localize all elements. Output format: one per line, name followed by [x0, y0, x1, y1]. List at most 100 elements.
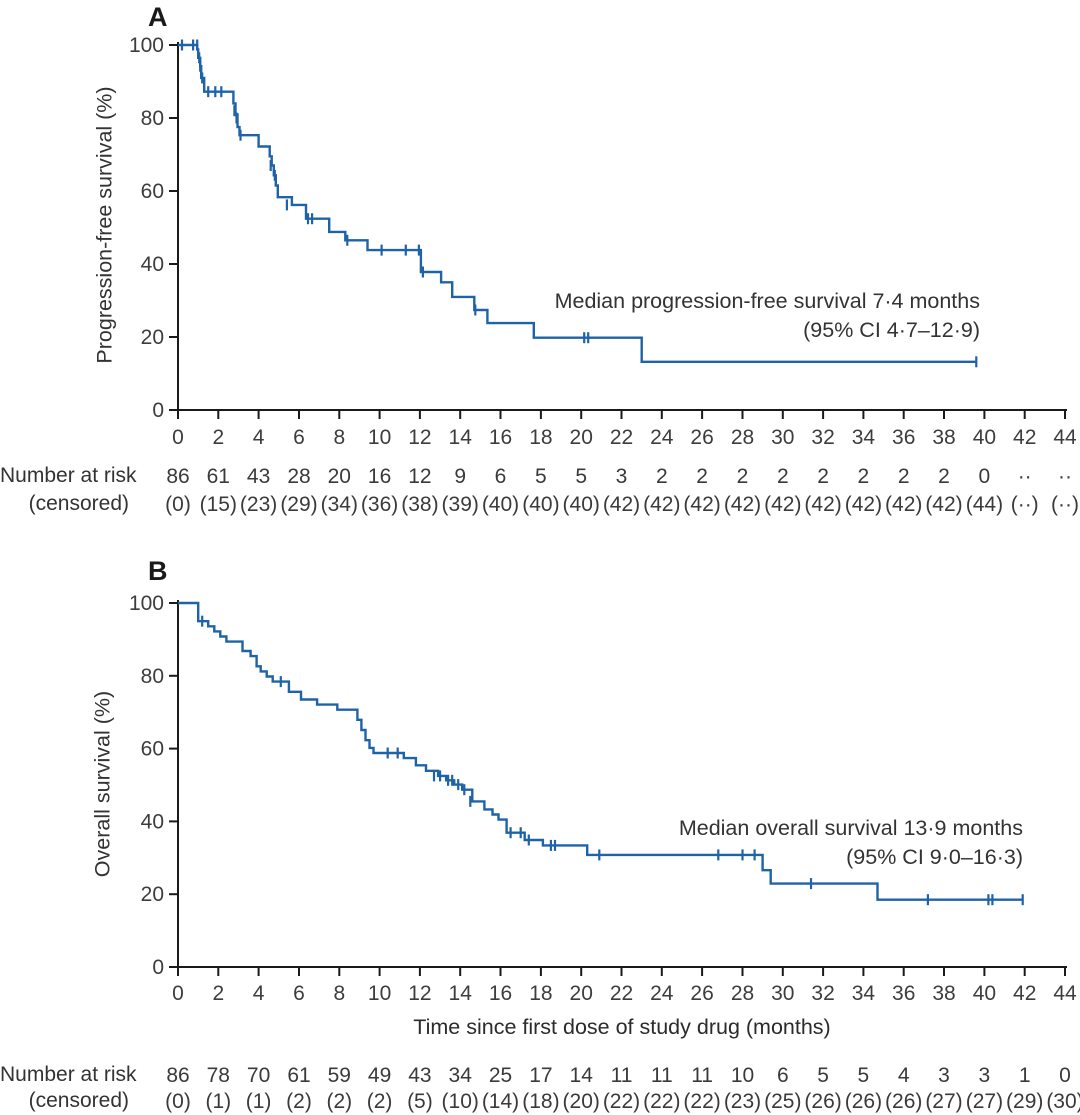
x-tick-label: 44	[1053, 426, 1077, 449]
x-tick-label: 30	[771, 426, 794, 449]
panel-b-median-line2: (95% CI 9·0–16·3)	[846, 845, 1023, 869]
y-tick-label: 60	[141, 738, 164, 761]
number-at-risk-value: 9	[454, 465, 466, 488]
number-at-risk-value: 6	[777, 1064, 789, 1087]
number-at-risk-value: 2	[938, 465, 950, 488]
number-at-risk-value: 43	[408, 1064, 431, 1087]
x-tick-label: 4	[253, 426, 265, 449]
number-at-risk-value: 0	[1059, 1064, 1071, 1087]
censored-value: (0)	[165, 1090, 191, 1113]
x-tick-label: 32	[811, 982, 834, 1005]
y-tick-label: 100	[129, 34, 164, 57]
censored-value: (40)	[482, 493, 519, 516]
censored-value: (2)	[286, 1090, 312, 1113]
number-at-risk-value: 14	[570, 1064, 594, 1087]
number-at-risk-value: 3	[938, 1064, 950, 1087]
number-at-risk-value: 10	[731, 1064, 754, 1087]
censored-value: (30)	[1046, 1090, 1080, 1113]
number-at-risk-value: 0	[979, 465, 991, 488]
x-tick-label: 40	[973, 982, 996, 1005]
x-tick-label: 22	[610, 426, 633, 449]
censored-value: (42)	[925, 493, 962, 516]
censored-value: (40)	[522, 493, 559, 516]
panel-a: 086(0)261(15)443(23)628(29)820(34)1016(3…	[129, 34, 1079, 516]
x-tick-label: 42	[1013, 426, 1036, 449]
number-at-risk-value: 28	[287, 465, 310, 488]
censor-marks	[201, 615, 1024, 906]
censored-value: (2)	[367, 1090, 393, 1113]
censored-value: (5)	[407, 1090, 433, 1113]
x-tick-label: 16	[489, 982, 512, 1005]
censored-value: (34)	[321, 493, 358, 516]
censored-value: (29)	[280, 493, 317, 516]
y-tick-label: 80	[141, 665, 164, 688]
x-tick-label: 38	[932, 982, 955, 1005]
panel-a-median-line1: Median progression-free survival 7·4 mon…	[554, 289, 980, 313]
number-at-risk-value: 78	[207, 1064, 230, 1087]
censored-value: (22)	[603, 1090, 640, 1113]
censored-value: (39)	[442, 493, 479, 516]
number-at-risk-value: 12	[408, 465, 431, 488]
x-tick-label: 14	[449, 426, 473, 449]
censored-value: (··)	[1011, 493, 1039, 516]
censored-value: (38)	[401, 493, 438, 516]
number-at-risk-value: 2	[737, 465, 749, 488]
number-at-risk-value: 5	[535, 465, 547, 488]
panel-b: 086(0)278(1)470(1)661(2)859(2)1049(2)124…	[129, 592, 1080, 1113]
number-at-risk-value: 59	[328, 1064, 351, 1087]
censored-value: (42)	[683, 493, 720, 516]
censored-value: (29)	[1006, 1090, 1043, 1113]
number-at-risk-value: 34	[449, 1064, 473, 1087]
panel-b-number-at-risk-label: Number at risk	[0, 1063, 137, 1086]
number-at-risk-value: 43	[247, 465, 270, 488]
x-tick-label: 28	[731, 426, 754, 449]
x-tick-label: 12	[408, 982, 431, 1005]
panel-a-censored-label: (censored)	[28, 492, 129, 515]
x-tick-label: 24	[650, 426, 674, 449]
censored-value: (26)	[885, 1090, 922, 1113]
x-tick-label: 0	[172, 426, 184, 449]
censored-value: (42)	[764, 493, 801, 516]
number-at-risk-value: 2	[656, 465, 668, 488]
x-tick-label: 38	[932, 426, 955, 449]
x-tick-label: 8	[333, 426, 345, 449]
censor-marks	[180, 39, 978, 368]
x-tick-label: 20	[570, 426, 593, 449]
censored-value: (15)	[200, 493, 237, 516]
censored-value: (14)	[482, 1090, 519, 1113]
number-at-risk-value: 2	[858, 465, 870, 488]
number-at-risk-value: ··	[1018, 465, 1032, 488]
censored-value: (22)	[683, 1090, 720, 1113]
y-tick-label: 40	[141, 810, 164, 833]
x-tick-label: 2	[212, 982, 224, 1005]
panel-a-y-axis-label: Progression-free survival (%)	[92, 86, 117, 364]
x-tick-label: 36	[892, 982, 915, 1005]
censored-value: (1)	[246, 1090, 272, 1113]
number-at-risk-value: 86	[166, 465, 189, 488]
x-tick-label: 34	[852, 982, 876, 1005]
panel-a-median-annotation: Median progression-free survival 7·4 mon…	[555, 287, 980, 345]
x-axis-title: Time since first dose of study drug (mon…	[413, 1015, 831, 1039]
censored-value: (22)	[643, 1090, 680, 1113]
panel-b-median-annotation: Median overall survival 13·9 months (95%…	[679, 814, 1023, 872]
y-tick-label: 20	[141, 883, 164, 906]
panel-b-censored-label: (censored)	[28, 1089, 129, 1112]
x-tick-label: 10	[368, 982, 391, 1005]
censored-value: (42)	[804, 493, 841, 516]
number-at-risk-value: 11	[611, 1064, 633, 1087]
panel-b-median-line1: Median overall survival 13·9 months	[678, 816, 1023, 840]
x-tick-label: 4	[253, 982, 265, 1005]
censored-value: (1)	[205, 1090, 231, 1113]
number-at-risk-value: 70	[247, 1064, 270, 1087]
number-at-risk-value: 3	[979, 1064, 991, 1087]
x-tick-label: 32	[811, 426, 834, 449]
censored-value: (27)	[925, 1090, 962, 1113]
panel-b-y-axis-label: Overall survival (%)	[90, 690, 115, 878]
x-tick-label: 18	[529, 982, 552, 1005]
x-tick-label: 44	[1053, 982, 1077, 1005]
x-tick-label: 12	[408, 426, 431, 449]
x-tick-label: 28	[731, 982, 754, 1005]
x-tick-label: 10	[368, 426, 391, 449]
